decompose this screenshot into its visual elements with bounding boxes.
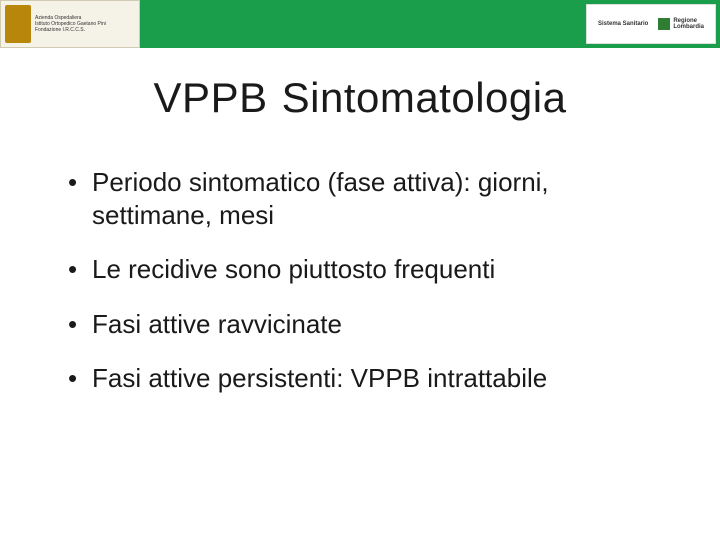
list-item: Fasi attive persistenti: VPPB intrattabi…	[64, 362, 656, 395]
region-logo: Sistema Sanitario Regione Lombardia	[586, 4, 716, 44]
hospital-logo: Azienda Ospedaliera Istituto Ortopedico …	[0, 0, 140, 48]
slide-title: VPPBSintomatologia	[0, 74, 720, 122]
bullet-list: Periodo sintomatico (fase attiva): giorn…	[64, 166, 656, 395]
slide-content: Periodo sintomatico (fase attiva): giorn…	[0, 122, 720, 395]
health-system-label: Sistema Sanitario	[598, 21, 648, 27]
region-flag-icon	[658, 18, 670, 30]
header-bar: Azienda Ospedaliera Istituto Ortopedico …	[0, 0, 720, 48]
region-name: Regione Lombardia	[673, 18, 704, 30]
list-item: Le recidive sono piuttosto frequenti	[64, 253, 656, 286]
hospital-name: Azienda Ospedaliera Istituto Ortopedico …	[35, 15, 106, 33]
list-item: Periodo sintomatico (fase attiva): giorn…	[64, 166, 656, 231]
region-block: Regione Lombardia	[658, 18, 704, 30]
list-item: Fasi attive ravvicinate	[64, 308, 656, 341]
crest-icon	[5, 5, 31, 43]
